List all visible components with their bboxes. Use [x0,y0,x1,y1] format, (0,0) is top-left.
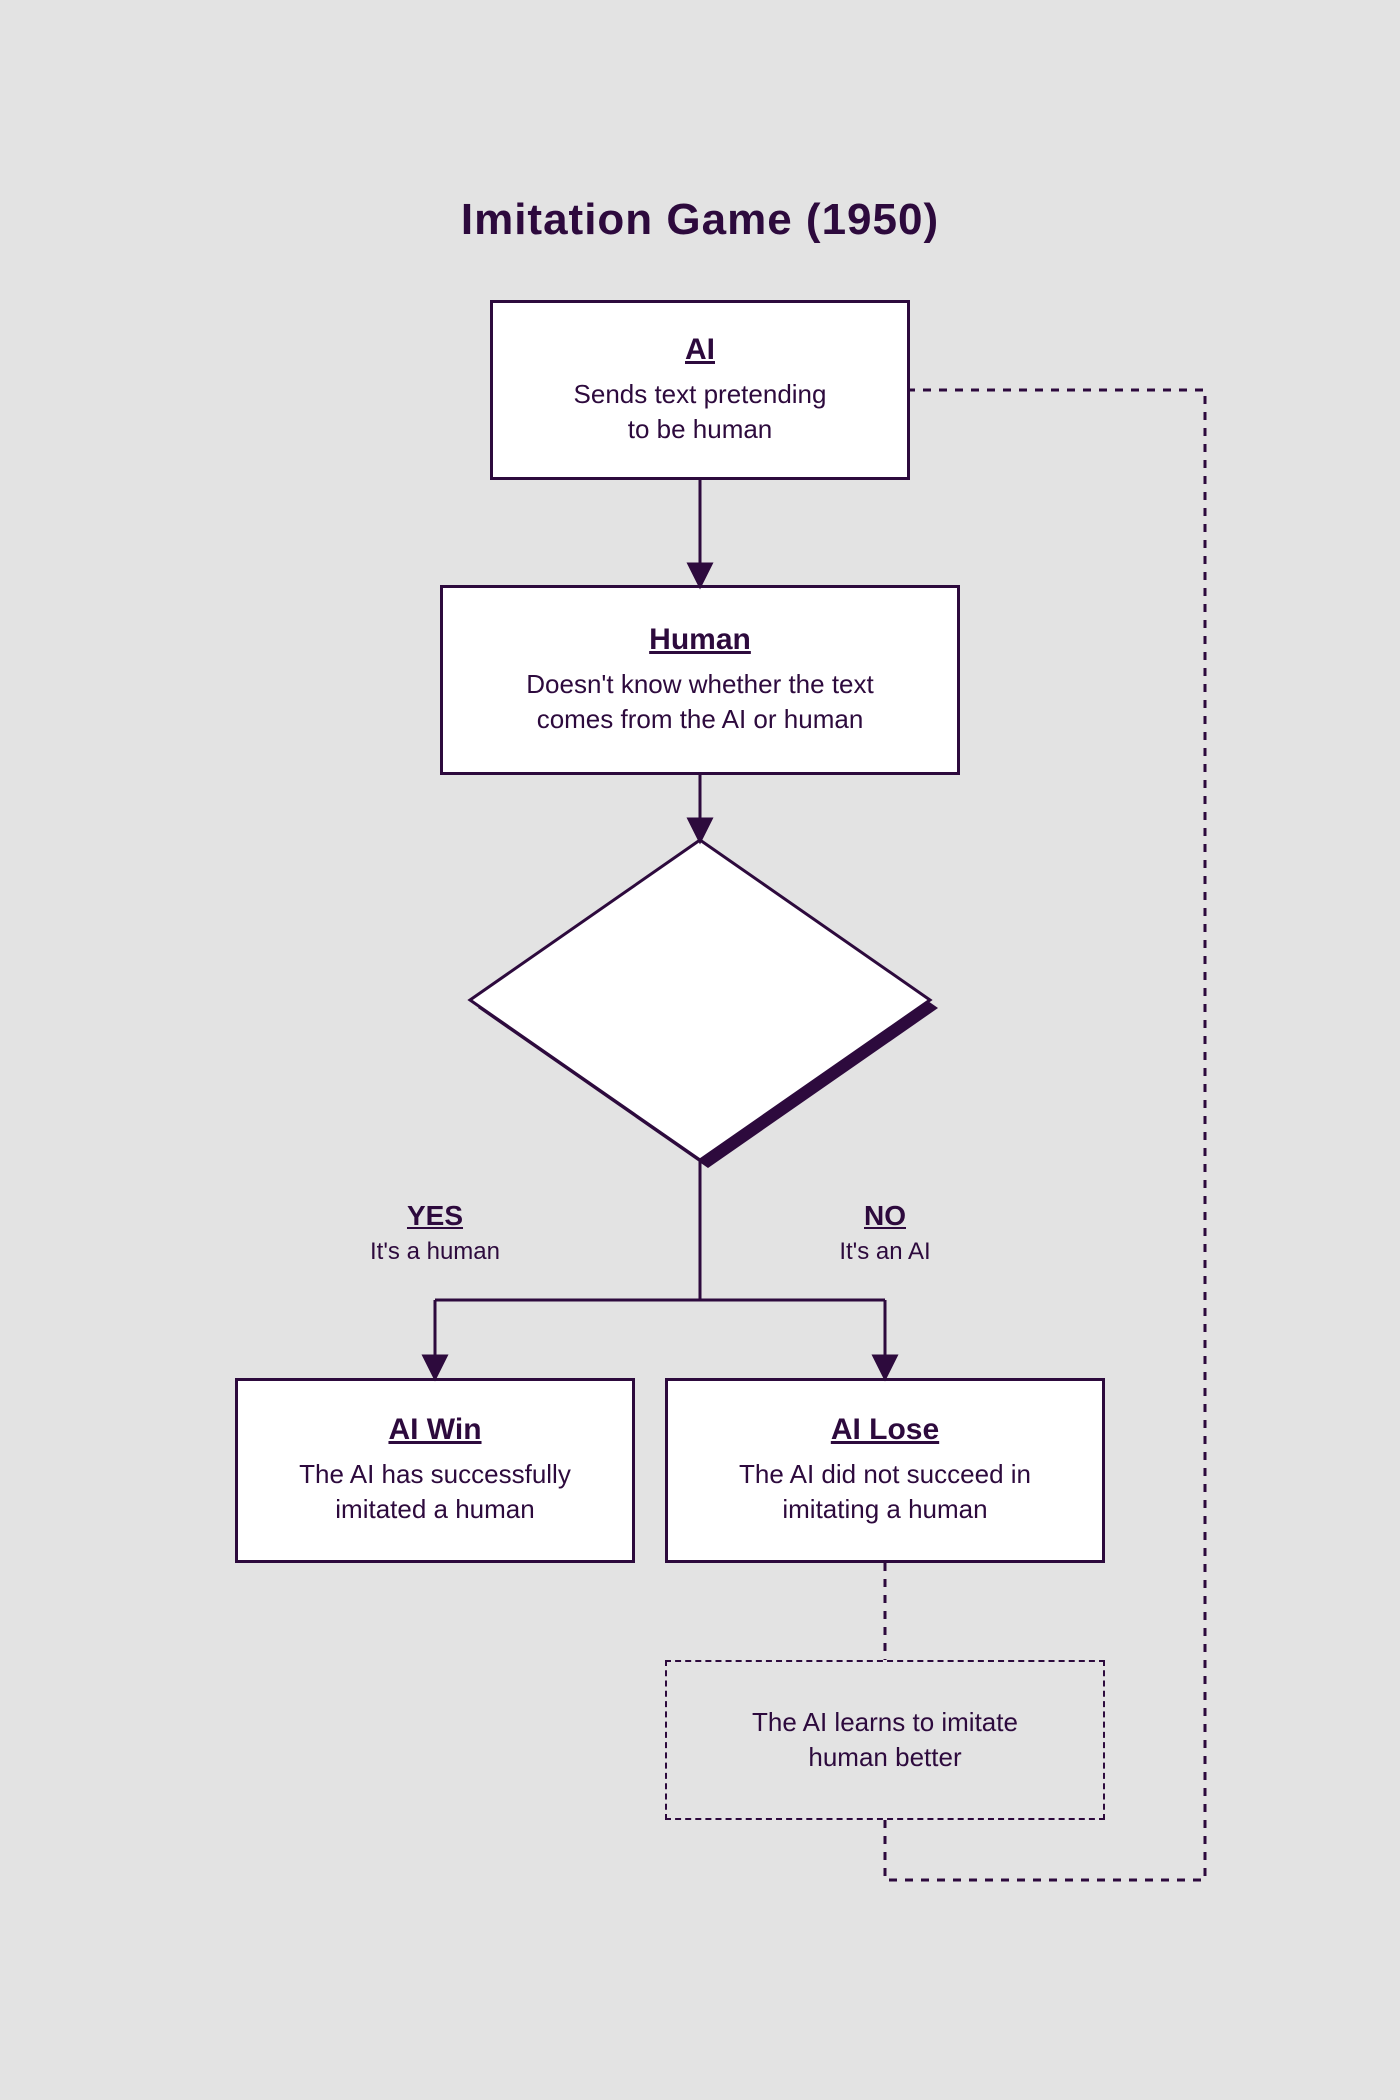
branch-no-body: It's an AI [775,1238,995,1266]
node-win-body: The AI has successfullyimitated a human [299,1457,571,1527]
chart-title: Imitation Game (1950) [0,195,1400,245]
node-lose-title: AI Lose [831,1413,939,1447]
branch-yes-body: It's a human [325,1238,545,1266]
node-decision-title: Human [649,943,751,977]
node-human: Human Doesn't know whether the textcomes… [440,585,960,775]
node-win-title: AI Win [388,1413,481,1447]
branch-yes-head: YES [325,1200,545,1232]
node-ai-win: AI Win The AI has successfullyimitated a… [235,1378,635,1563]
node-ai-body: Sends text pretendingto be human [574,377,827,447]
node-human-title: Human [649,623,751,657]
flowchart-canvas: Imitation Game (1950) AI Sends text pret… [0,0,1400,2100]
node-decision: Human Am I talking to ahuman or AI? [551,896,850,1104]
node-learn: The AI learns to imitatehuman better [665,1660,1105,1820]
node-human-body: Doesn't know whether the textcomes from … [526,667,873,737]
node-ai-lose: AI Lose The AI did not succeed inimitati… [665,1378,1105,1563]
node-lose-body: The AI did not succeed inimitating a hum… [739,1457,1031,1527]
node-learn-body: The AI learns to imitatehuman better [752,1705,1018,1775]
branch-no-head: NO [775,1200,995,1232]
node-ai-title: AI [685,333,715,367]
node-decision-body: Am I talking to ahuman or AI? [607,987,793,1057]
node-ai: AI Sends text pretendingto be human [490,300,910,480]
branch-label-yes: YES It's a human [325,1200,545,1266]
branch-label-no: NO It's an AI [775,1200,995,1266]
